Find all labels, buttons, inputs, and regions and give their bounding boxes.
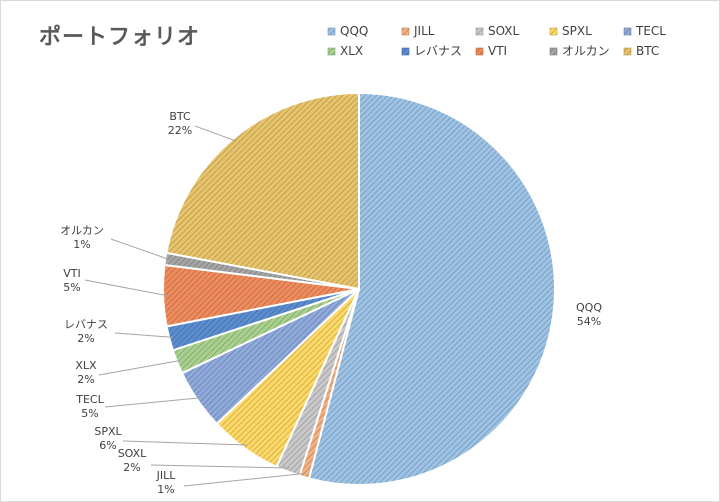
- legend-item-SOXL: SOXL: [475, 24, 520, 38]
- legend-label: オルカン: [562, 44, 610, 58]
- leader-line-レバナス: [114, 332, 174, 338]
- legend-item-QQQ: QQQ: [327, 24, 368, 38]
- legend-item-オルカン: オルカン: [549, 44, 610, 58]
- data-label-name-オルカン: オルカン: [60, 224, 104, 237]
- leader-line-TECL: [104, 397, 201, 408]
- data-label-name-SPXL: SPXL: [94, 425, 122, 438]
- leader-line-JILL: [183, 472, 306, 487]
- legend-swatch: [327, 27, 336, 36]
- legend-item-JILL: JILL: [401, 24, 435, 38]
- legend-item-BTC: BTC: [623, 44, 659, 58]
- legend-label: TECL: [635, 24, 666, 38]
- leader-line-オルカン: [110, 238, 170, 260]
- data-label-name-VTI: VTI: [63, 267, 81, 280]
- legend-swatch: [623, 47, 632, 56]
- data-label-name-XLX: XLX: [75, 359, 97, 372]
- legend-item-VTI: VTI: [475, 44, 507, 58]
- legend-swatch: [549, 47, 558, 56]
- legend-swatch: [623, 27, 632, 36]
- data-label-value-SOXL: 2%: [123, 461, 140, 474]
- data-label-value-オルカン: 1%: [73, 238, 90, 251]
- legend-swatch: [327, 47, 336, 56]
- legend-swatch: [401, 27, 410, 36]
- chart-title: ポートフォリオ: [39, 25, 201, 50]
- legend-item-TECL: TECL: [623, 24, 666, 38]
- data-label-name-TECL: TECL: [75, 393, 104, 406]
- data-label-name-BTC: BTC: [169, 110, 191, 123]
- data-label-name-レバナス: レバナス: [64, 318, 108, 331]
- data-label-name-JILL: JILL: [156, 469, 177, 482]
- leader-line-VTI: [84, 279, 168, 297]
- legend-label: JILL: [413, 24, 435, 38]
- legend-label: SOXL: [488, 24, 520, 38]
- legend-swatch: [549, 27, 558, 36]
- legend-label: レバナス: [414, 44, 462, 58]
- legend-swatch: [475, 27, 484, 36]
- data-label-value-QQQ: 54%: [577, 315, 601, 328]
- leader-line-BTC: [194, 125, 237, 142]
- legend-item-レバナス: レバナス: [401, 44, 462, 58]
- legend-swatch: [401, 47, 410, 56]
- legend-item-XLX: XLX: [327, 44, 363, 58]
- data-label-name-QQQ: QQQ: [576, 301, 602, 314]
- data-label-value-TECL: 5%: [81, 407, 98, 420]
- data-label-value-VTI: 5%: [63, 281, 80, 294]
- legend-item-SPXL: SPXL: [549, 24, 592, 38]
- data-label-name-SOXL: SOXL: [118, 447, 147, 460]
- leader-line-SOXL: [150, 464, 290, 469]
- data-label-value-BTC: 22%: [168, 124, 192, 137]
- pie-slice-QQQ: [307, 91, 556, 486]
- leader-line-SPXL: [122, 440, 247, 446]
- pie-slice-BTC: [165, 91, 360, 291]
- legend-label: VTI: [488, 44, 507, 58]
- data-label-value-SPXL: 6%: [99, 439, 116, 452]
- data-label-value-XLX: 2%: [77, 373, 94, 386]
- legend-label: BTC: [636, 44, 659, 58]
- legend-label: SPXL: [562, 24, 592, 38]
- legend-label: XLX: [340, 44, 363, 58]
- data-label-value-レバナス: 2%: [77, 332, 94, 345]
- legend-swatch: [475, 47, 484, 56]
- leader-line-XLX: [98, 359, 181, 376]
- data-label-value-JILL: 1%: [157, 483, 174, 496]
- legend-label: QQQ: [340, 24, 368, 38]
